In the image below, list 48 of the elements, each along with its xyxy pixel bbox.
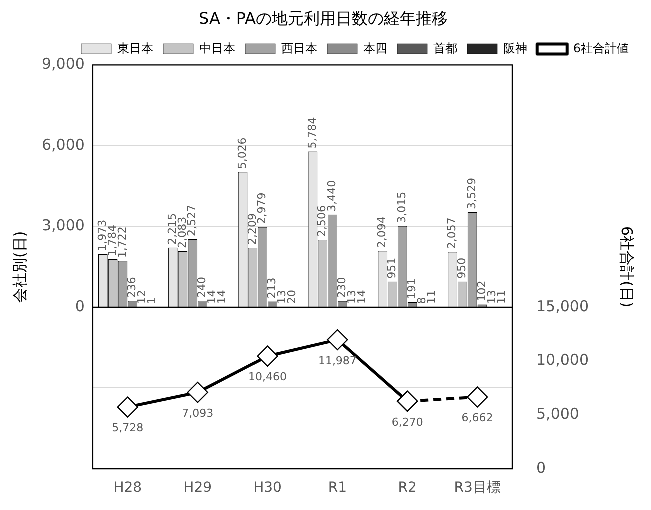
legend-label: 6社合計値 (573, 41, 630, 56)
legend-label: 東日本 (117, 41, 154, 56)
data-label: 3,529 (465, 178, 478, 210)
data-label: 7,093 (182, 406, 214, 420)
data-label: 2,215 (166, 213, 179, 245)
data-label: 2,057 (446, 218, 459, 250)
x-tick-label: H30 (254, 480, 282, 496)
legend-label: 本四 (363, 41, 388, 56)
y-tick-label: 3,000 (42, 216, 85, 235)
data-label: 6,662 (462, 412, 494, 425)
y2-tick-label: 0 (536, 458, 546, 477)
data-label: 3,440 (326, 180, 339, 212)
y-tick-label: 6,000 (42, 136, 85, 154)
point (327, 329, 348, 351)
legend-label: 中日本 (199, 41, 236, 56)
legend-label: 首都 (433, 41, 458, 56)
point (257, 346, 278, 367)
data-label: 950 (456, 258, 469, 279)
y-tick-label: 0 (75, 297, 85, 316)
chart-title: SA・PAの地元利用日数の経年推移 (199, 8, 448, 28)
data-label: 2,527 (186, 204, 199, 236)
data-label: 951 (386, 258, 399, 279)
x-tick-label: H28 (114, 480, 142, 496)
y2-tick-label: 5,000 (536, 405, 580, 424)
y-axis-title: 会社別(日) (10, 231, 29, 303)
data-label: 10,460 (248, 370, 288, 384)
data-label: 3,015 (396, 192, 409, 224)
y2-tick-label: 10,000 (536, 351, 590, 370)
data-label: 5,784 (306, 117, 319, 149)
data-label: 5,728 (112, 422, 144, 435)
y-tick-label: 9,000 (42, 55, 85, 74)
legend-label: 西日本 (281, 41, 318, 56)
y2-axis-title: 6社合計(日) (618, 226, 636, 308)
data-label: 5,026 (236, 138, 249, 170)
legend-label: 阪神 (503, 41, 528, 56)
point (187, 382, 208, 404)
data-label: 1,973 (96, 220, 109, 252)
data-label: 191 (405, 278, 418, 300)
x-tick-label: R2 (398, 480, 417, 496)
data-label: 11,987 (318, 354, 357, 368)
point (466, 386, 488, 408)
data-label: 6,270 (392, 416, 424, 429)
y2-tick-label: 15,000 (536, 297, 590, 316)
point (117, 396, 139, 418)
data-label: 2,094 (376, 216, 389, 248)
x-tick-label: R3目標 (454, 480, 501, 496)
x-tick-label: R1 (328, 480, 348, 496)
x-tick-label: H29 (184, 480, 212, 496)
